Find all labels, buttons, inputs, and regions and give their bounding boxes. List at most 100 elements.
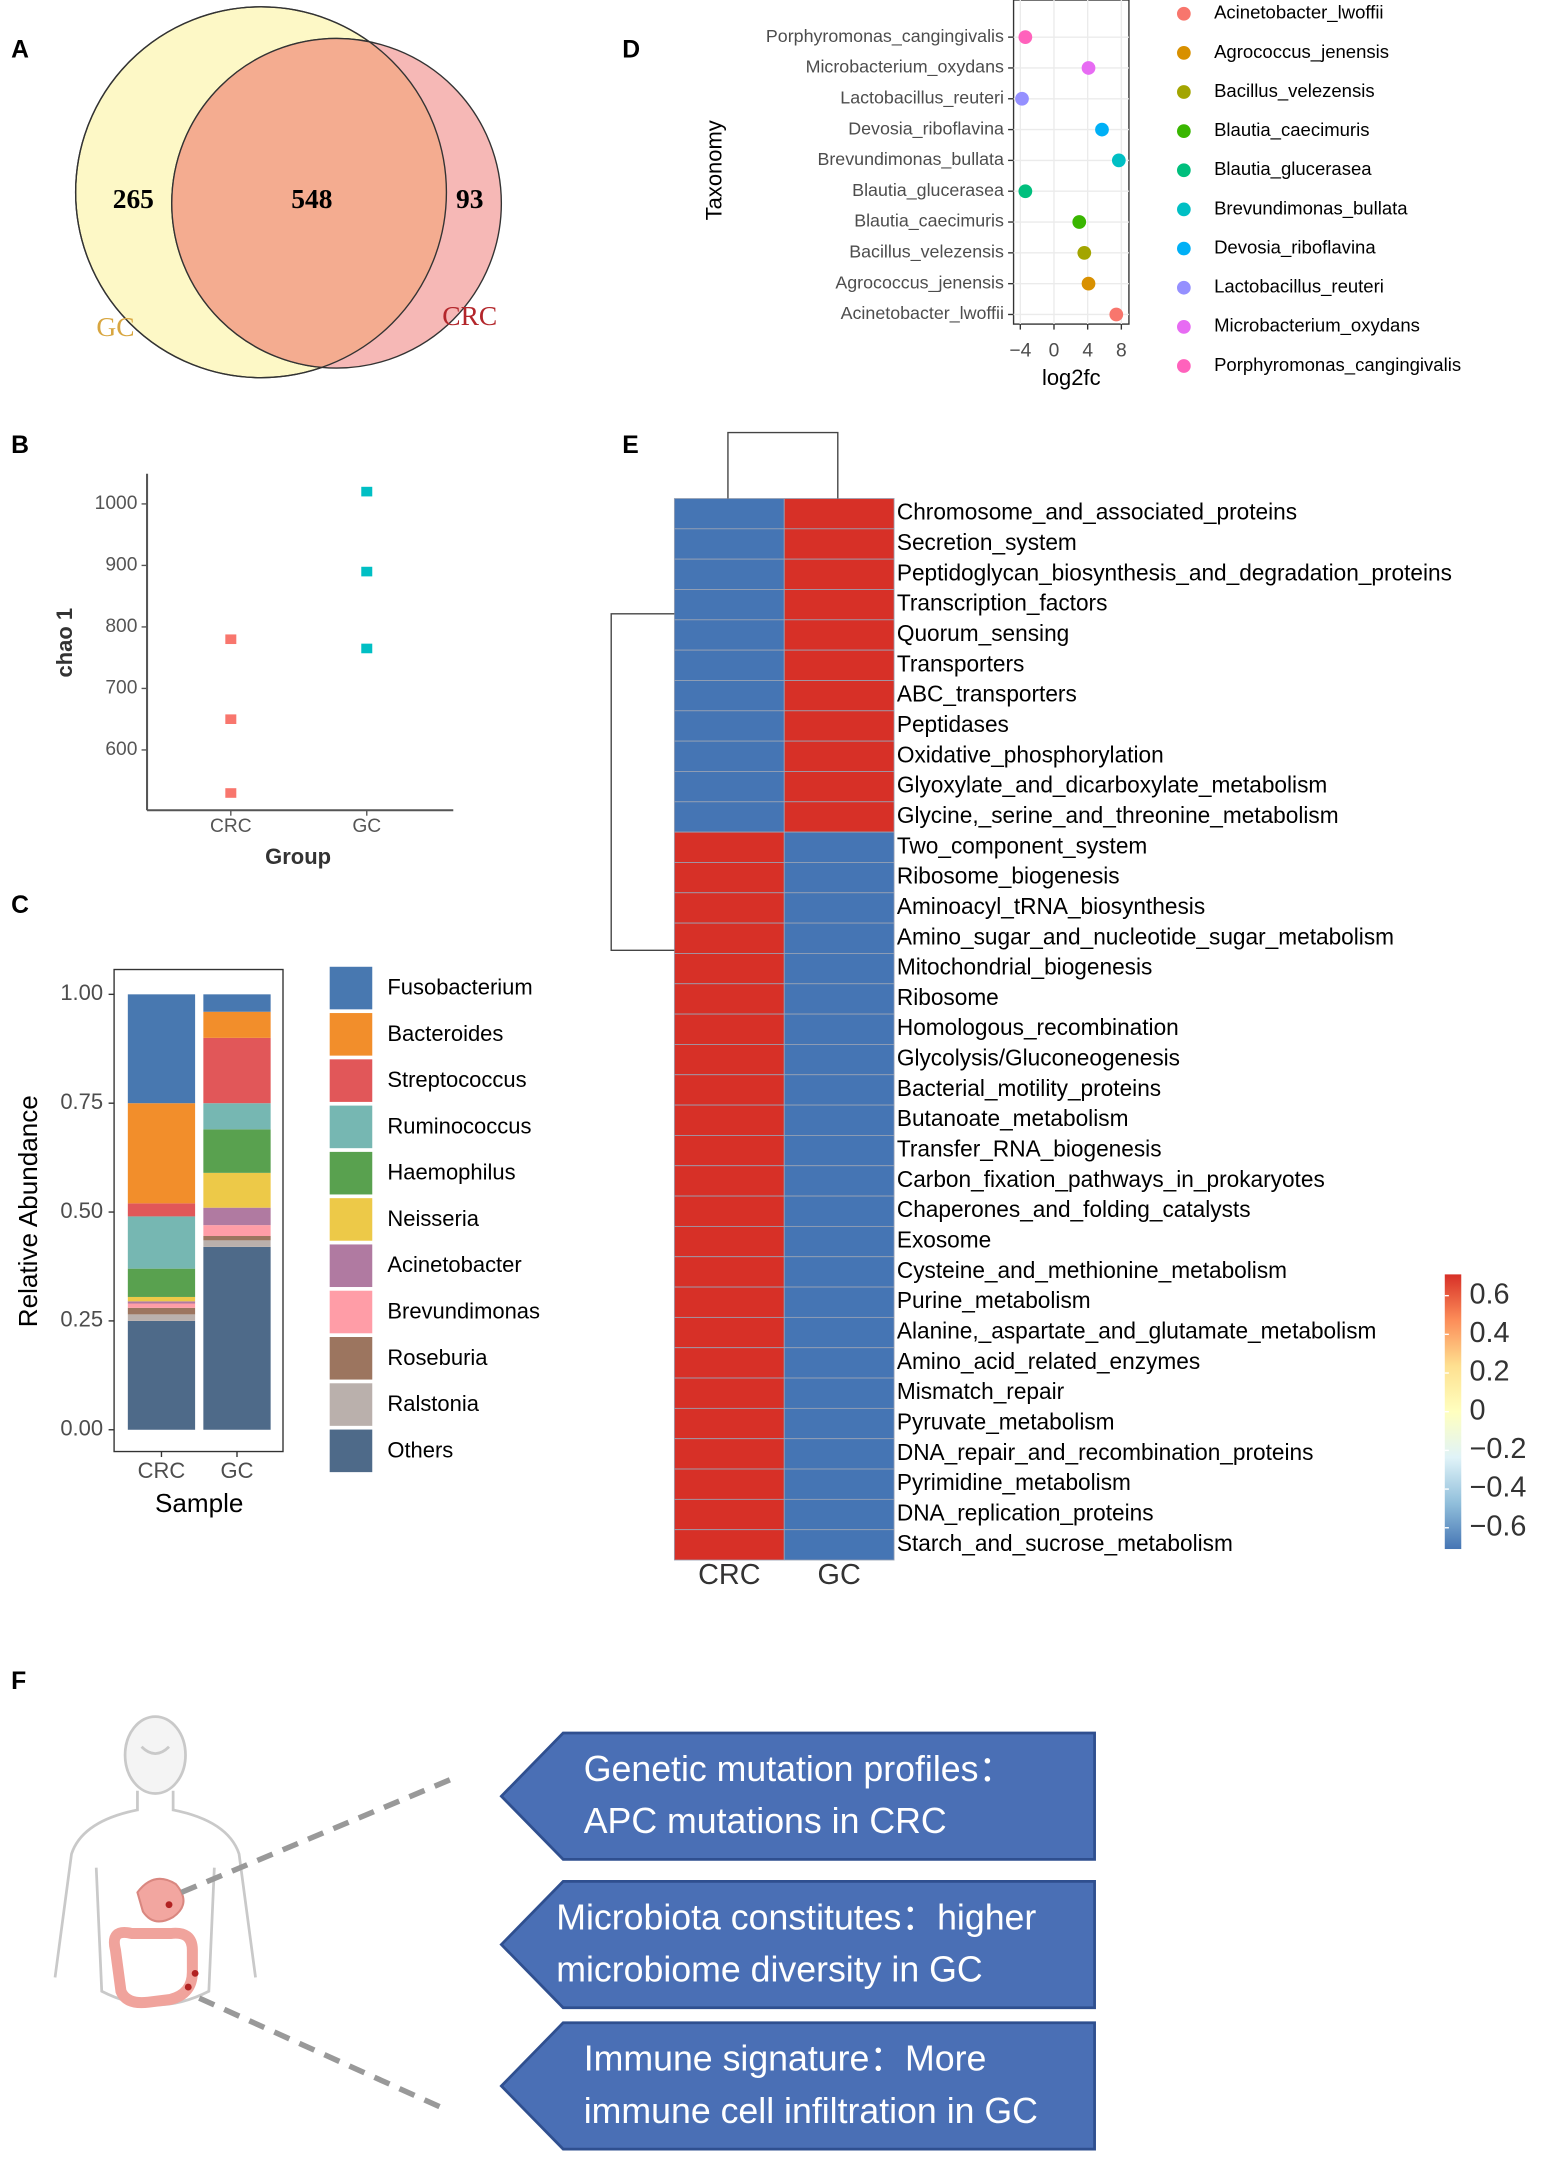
y-tick-label: Blautia_caecimuris: [854, 211, 1004, 232]
legend-swatch: [329, 1290, 373, 1334]
heatmap-cell: [783, 1256, 895, 1288]
region-count: 265: [113, 184, 154, 214]
heatmap-cell: [673, 649, 785, 681]
heatmap-cell: [783, 1438, 895, 1470]
row-label: Amino_sugar_and_nucleotide_sugar_metabol…: [897, 923, 1394, 949]
region-count: 93: [456, 184, 483, 214]
row-label: Amino_acid_related_enzymes: [897, 1348, 1200, 1374]
set-label: CRC: [442, 301, 497, 331]
dot: [1095, 122, 1109, 137]
heatmap-cell: [673, 498, 785, 530]
colorbar-tick-label: −0.4: [1469, 1472, 1526, 1504]
x-axis-title: Group: [265, 844, 331, 869]
row-label: Butanoate_metabolism: [897, 1105, 1129, 1131]
row-label: Ribosome: [897, 984, 999, 1010]
dot: [1018, 184, 1033, 199]
heatmap-cell: [783, 1377, 895, 1409]
panel-label: A: [11, 36, 29, 63]
row-label: Secretion_system: [897, 529, 1077, 555]
callout-text: immune cell infiltration in GC: [584, 2091, 1038, 2131]
bar-segment: [203, 994, 271, 1012]
legend-swatch: [329, 1151, 373, 1195]
y-tick-label: 0.00: [60, 1416, 103, 1441]
heatmap-cell: [673, 983, 785, 1015]
bar-segment: [203, 1235, 271, 1241]
point: [225, 634, 237, 645]
callout-text: microbiome diversity in GC: [556, 1949, 982, 1989]
row-label: Aminoacyl_tRNA_biosynthesis: [897, 893, 1205, 919]
callout-text: Immune signature：More: [584, 2039, 987, 2079]
row-label: Ribosome_biogenesis: [897, 863, 1120, 889]
legend-swatch: [329, 1383, 373, 1426]
colorbar-tick-label: 0.6: [1469, 1278, 1509, 1310]
heatmap-cell: [783, 1134, 895, 1167]
row-label: Transcription_factors: [897, 590, 1108, 616]
legend-swatch: [1176, 6, 1191, 21]
x-tick-label: CRC: [210, 816, 252, 837]
legend-label: Lactobacillus_reuteri: [1214, 276, 1384, 298]
heatmap-cell: [783, 528, 895, 560]
row-label: Peptidoglycan_biosynthesis_and_degradati…: [897, 559, 1452, 585]
heatmap-cell: [673, 1013, 785, 1045]
row-label: Mismatch_repair: [897, 1378, 1065, 1404]
heatmap-cell: [673, 1377, 785, 1409]
legend-swatch: [329, 1337, 373, 1380]
legend-label: Brevundimonas_bullata: [1214, 197, 1408, 219]
heatmap-cell: [783, 680, 895, 712]
heatmap-cell: [783, 953, 895, 985]
heatmap-cell: [673, 771, 785, 803]
legend-label: Others: [387, 1437, 453, 1462]
heatmap-cell: [783, 1286, 895, 1318]
heatmap-cell: [783, 1104, 895, 1136]
row-label: DNA_replication_proteins: [897, 1500, 1154, 1526]
row-label: Bacterial_motility_proteins: [897, 1075, 1161, 1101]
panel-label: E: [622, 432, 638, 459]
heatmap-cell: [673, 1104, 785, 1136]
heatmap-cell: [783, 1498, 895, 1531]
bar-segment: [127, 1103, 196, 1204]
bar-segment: [127, 1307, 196, 1315]
legend-swatch: [1176, 319, 1191, 334]
y-axis-title: Relative Abundance: [13, 1095, 43, 1327]
legend-swatch: [1176, 202, 1191, 217]
bar-segment: [203, 1129, 271, 1173]
heatmap-cell: [783, 1529, 895, 1561]
point: [361, 566, 373, 577]
row-label: Glycolysis/Gluconeogenesis: [897, 1045, 1180, 1071]
legend-swatch: [1176, 359, 1191, 373]
dot: [1077, 245, 1092, 260]
legend-swatch: [329, 1244, 373, 1288]
legend-swatch: [329, 1429, 373, 1473]
heatmap-cell: [783, 1468, 895, 1500]
column-label: GC: [818, 1559, 861, 1591]
heatmap-cell: [673, 862, 785, 894]
heatmap-cell: [673, 1256, 785, 1288]
legend-label: Fusobacterium: [387, 975, 532, 1000]
point: [361, 643, 373, 654]
x-tick-label: GC: [221, 1458, 254, 1483]
panel-label: C: [11, 892, 29, 919]
heatmap-cell: [673, 1347, 785, 1379]
heatmap-cell: [783, 1165, 895, 1197]
dot: [1015, 91, 1029, 106]
dot: [1109, 307, 1124, 322]
legend-label: Microbacterium_oxydans: [1214, 315, 1420, 337]
heatmap-cell: [673, 528, 785, 560]
heatmap-cell: [673, 1225, 785, 1258]
bar-segment: [203, 1207, 271, 1226]
bar-segment: [203, 1037, 271, 1104]
bar-segment: [203, 1172, 271, 1208]
heatmap-cell: [673, 1195, 785, 1227]
y-tick-label: 1000: [95, 493, 138, 514]
dot: [1111, 153, 1126, 168]
colorbar-tick-label: −0.2: [1469, 1433, 1526, 1465]
heatmap-cell: [673, 1438, 785, 1470]
heatmap-cell: [673, 1044, 785, 1076]
heatmap-cell: [673, 710, 785, 742]
heatmap-cell: [783, 589, 895, 621]
heatmap-cell: [673, 1165, 785, 1197]
legend-label: Acinetobacter: [387, 1252, 521, 1277]
heatmap-cell: [673, 619, 785, 651]
heatmap-cell: [673, 892, 785, 924]
bar-segment: [127, 994, 196, 1104]
